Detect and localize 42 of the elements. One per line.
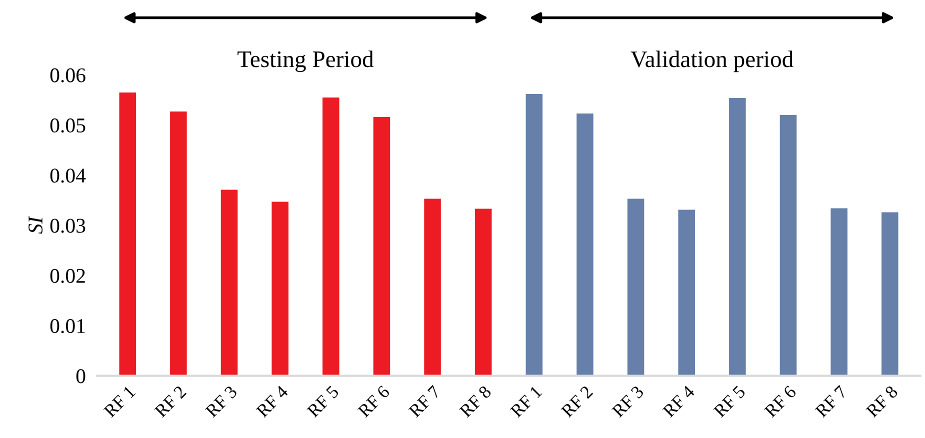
bar bbox=[780, 115, 797, 376]
x-tick-label: RF 2 bbox=[154, 385, 187, 418]
x-tick-label: RF 6 bbox=[764, 384, 797, 418]
bar bbox=[526, 94, 543, 376]
bar bbox=[678, 210, 695, 376]
x-tick-label: RF 3 bbox=[204, 385, 238, 418]
text: Validation period bbox=[630, 50, 794, 72]
bar bbox=[729, 98, 746, 376]
x-tick-label: RF 2 bbox=[560, 385, 594, 418]
bar bbox=[170, 112, 187, 376]
x-tick-label: RF 5 bbox=[306, 385, 340, 418]
bar bbox=[220, 190, 238, 376]
y-tick-label: 0 bbox=[76, 369, 86, 384]
y-tick-label: 0.03 bbox=[50, 218, 86, 233]
bar bbox=[882, 212, 898, 376]
x-tick-label: RF 4 bbox=[256, 384, 289, 418]
x-tick-label: RF 7 bbox=[408, 385, 442, 418]
y-tick-label: 0.04 bbox=[50, 168, 86, 183]
bar bbox=[474, 208, 492, 376]
bar bbox=[373, 117, 390, 376]
x-tick-label: RF 8 bbox=[865, 384, 898, 418]
x-tick-label: RF 6 bbox=[357, 384, 390, 418]
y-tick-label: 0.02 bbox=[50, 268, 85, 284]
y-axis-title: SI bbox=[28, 216, 43, 234]
bar bbox=[322, 97, 340, 376]
x-tick-label: RF 1 bbox=[103, 385, 136, 418]
bar bbox=[576, 114, 594, 376]
bar bbox=[424, 198, 441, 376]
x-tick-label: RF 5 bbox=[713, 385, 746, 418]
text: Testing Period bbox=[238, 50, 374, 72]
x-tick-label: RF 8 bbox=[458, 384, 492, 418]
x-tick-label: RF 4 bbox=[662, 384, 696, 418]
x-tick-label: RF 7 bbox=[814, 385, 848, 418]
bar bbox=[830, 208, 848, 376]
y-tick-label: 0.05 bbox=[50, 118, 86, 133]
x-tick-label: RF 1 bbox=[510, 385, 542, 418]
x-tick-label: RF 3 bbox=[611, 385, 644, 418]
y-tick-label: 0.01 bbox=[50, 319, 85, 334]
bar bbox=[119, 92, 136, 376]
y-tick-label: 0.06 bbox=[50, 68, 86, 82]
bar bbox=[272, 202, 288, 376]
bar bbox=[627, 198, 644, 376]
